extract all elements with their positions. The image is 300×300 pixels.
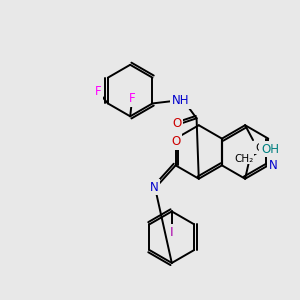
Text: N: N (149, 181, 158, 194)
Text: N: N (269, 159, 278, 172)
Text: F: F (129, 92, 136, 105)
Text: F: F (95, 85, 101, 98)
Text: OH: OH (261, 142, 279, 155)
Text: CH₃: CH₃ (255, 143, 274, 153)
Text: O: O (171, 135, 180, 148)
Text: NH: NH (172, 94, 190, 107)
Text: O: O (172, 117, 182, 130)
Text: CH₂: CH₂ (235, 154, 254, 164)
Text: I: I (170, 226, 174, 239)
